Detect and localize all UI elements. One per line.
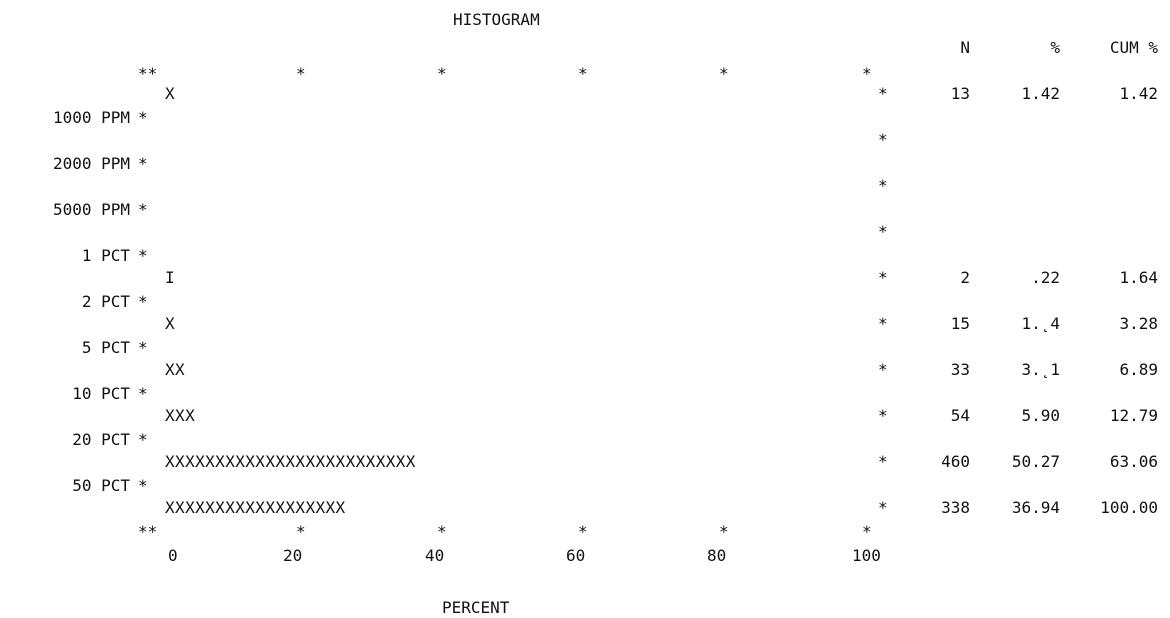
bin-boundary-label: 2 PCT bbox=[81, 292, 130, 311]
value-n: 460 bbox=[941, 452, 970, 471]
x-tick-label: 20 bbox=[283, 546, 303, 565]
value-percent: 36.94 bbox=[1011, 498, 1060, 517]
histogram-bar: XXX bbox=[165, 406, 196, 425]
right-axis-star: * bbox=[878, 360, 888, 379]
bin-boundary-label: 10 PCT bbox=[72, 384, 130, 403]
x-tick-label: 40 bbox=[425, 546, 445, 565]
top-axis-star: * bbox=[296, 64, 306, 83]
value-cum-percent: 100.00 bbox=[1100, 498, 1158, 517]
value-cum-percent: 1.42 bbox=[1119, 84, 1158, 103]
x-tick-label: 80 bbox=[707, 546, 727, 565]
value-n: 54 bbox=[950, 406, 970, 425]
bottom-axis-star: * bbox=[719, 522, 729, 541]
left-axis-star: * bbox=[138, 384, 148, 403]
value-n: 2 bbox=[960, 268, 970, 287]
value-percent: 1.42 bbox=[1021, 84, 1060, 103]
top-axis-star: * bbox=[862, 64, 872, 83]
x-tick-label: 60 bbox=[566, 546, 586, 565]
histogram-bar: I bbox=[165, 268, 176, 287]
column-header-n: N bbox=[960, 38, 970, 57]
bottom-axis-star: * bbox=[296, 522, 306, 541]
bottom-axis-star: * bbox=[578, 522, 588, 541]
bottom-axis-star: * bbox=[862, 522, 872, 541]
top-axis-star: * bbox=[719, 64, 729, 83]
value-percent: .22 bbox=[1031, 268, 1060, 287]
top-axis-star: * bbox=[437, 64, 447, 83]
bin-boundary-label: 50 PCT bbox=[72, 476, 130, 495]
left-axis-star: * bbox=[138, 246, 148, 265]
value-percent: 5.90 bbox=[1021, 406, 1060, 425]
left-axis-star: * bbox=[138, 292, 148, 311]
value-n: 338 bbox=[941, 498, 970, 517]
bin-boundary-label: 20 PCT bbox=[72, 430, 130, 449]
right-axis-star: * bbox=[878, 498, 888, 517]
value-percent: 50.27 bbox=[1011, 452, 1060, 471]
right-axis-star: * bbox=[878, 84, 888, 103]
bin-boundary-label: 5 PCT bbox=[81, 338, 130, 357]
value-n: 33 bbox=[950, 360, 970, 379]
histogram-bar: XXXXXXXXXXXXXXXXXXXXXXXXX bbox=[165, 452, 416, 471]
value-cum-percent: 63.06 bbox=[1109, 452, 1158, 471]
bin-boundary-label: 1 PCT bbox=[81, 246, 130, 265]
bottom-axis-stars: ** bbox=[138, 522, 158, 541]
right-axis-star: * bbox=[878, 268, 888, 287]
value-cum-percent: 3.28 bbox=[1119, 314, 1158, 333]
top-axis-stars: ** bbox=[138, 64, 158, 83]
top-axis-star: * bbox=[578, 64, 588, 83]
value-n: 15 bbox=[950, 314, 970, 333]
value-cum-percent: 6.89 bbox=[1119, 360, 1158, 379]
histogram-bar: X bbox=[165, 84, 176, 103]
left-axis-star: * bbox=[138, 476, 148, 495]
bin-boundary-label: 2000 PPM bbox=[52, 154, 130, 173]
bin-boundary-label: 1000 PPM bbox=[52, 108, 130, 127]
right-axis-star: * bbox=[878, 406, 888, 425]
left-axis-star: * bbox=[138, 154, 148, 173]
value-percent: 1.˛4 bbox=[1021, 314, 1060, 333]
right-axis-star: * bbox=[878, 176, 888, 195]
left-axis-star: * bbox=[138, 338, 148, 357]
value-cum-percent: 12.79 bbox=[1109, 406, 1158, 425]
left-axis-star: * bbox=[138, 200, 148, 219]
bin-boundary-label: 5000 PPM bbox=[52, 200, 130, 219]
histogram-bar: XXXXXXXXXXXXXXXXXX bbox=[165, 498, 346, 517]
x-axis-label: PERCENT bbox=[442, 598, 510, 617]
value-percent: 3.˛1 bbox=[1021, 360, 1060, 379]
chart-title: HISTOGRAM bbox=[453, 10, 540, 29]
x-tick-label: 0 bbox=[168, 546, 178, 565]
left-axis-star: * bbox=[138, 430, 148, 449]
x-tick-label: 100 bbox=[852, 546, 881, 565]
right-axis-star: * bbox=[878, 452, 888, 471]
right-axis-star: * bbox=[878, 130, 888, 149]
histogram-bar: XX bbox=[165, 360, 186, 379]
histogram-bar: X bbox=[165, 314, 176, 333]
bottom-axis-star: * bbox=[437, 522, 447, 541]
left-axis-star: * bbox=[138, 108, 148, 127]
column-header-pct: % bbox=[1050, 38, 1060, 57]
value-cum-percent: 1.64 bbox=[1119, 268, 1158, 287]
column-header-cum-pct: CUM % bbox=[1109, 38, 1158, 57]
right-axis-star: * bbox=[878, 222, 888, 241]
value-n: 13 bbox=[950, 84, 970, 103]
right-axis-star: * bbox=[878, 314, 888, 333]
